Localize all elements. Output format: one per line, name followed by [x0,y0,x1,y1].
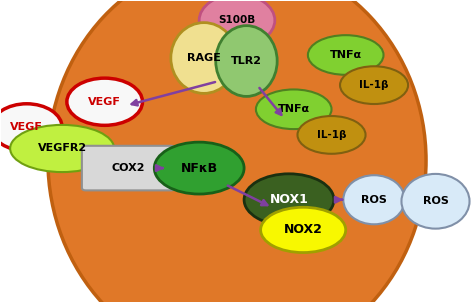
Text: RAGE: RAGE [187,53,221,63]
Text: VEGF: VEGF [10,122,43,132]
Text: NOX1: NOX1 [270,193,309,206]
Text: TLR2: TLR2 [231,56,262,66]
Ellipse shape [308,35,383,75]
Text: VEGFR2: VEGFR2 [37,144,87,154]
Text: VEGF: VEGF [88,97,121,107]
Ellipse shape [261,207,346,253]
Text: NOX2: NOX2 [284,223,323,236]
Text: ROS: ROS [422,196,448,206]
Text: TNFα: TNFα [278,104,310,114]
Ellipse shape [401,174,470,229]
FancyBboxPatch shape [82,146,175,190]
Ellipse shape [67,78,143,125]
Ellipse shape [48,0,426,303]
Ellipse shape [343,175,405,224]
Text: COX2: COX2 [111,163,145,173]
Ellipse shape [216,26,277,96]
Ellipse shape [256,89,331,129]
Text: ROS: ROS [361,195,387,205]
Ellipse shape [298,116,365,154]
Ellipse shape [199,0,275,46]
Ellipse shape [0,104,62,151]
Ellipse shape [10,125,114,172]
Text: IL-1β: IL-1β [359,80,389,90]
Text: NFκB: NFκB [181,161,218,175]
Ellipse shape [171,23,237,93]
Text: S100B: S100B [219,15,255,25]
Ellipse shape [340,66,408,104]
Ellipse shape [155,142,244,194]
Text: IL-1β: IL-1β [317,130,346,140]
Ellipse shape [244,174,334,226]
Text: TNFα: TNFα [329,50,362,60]
